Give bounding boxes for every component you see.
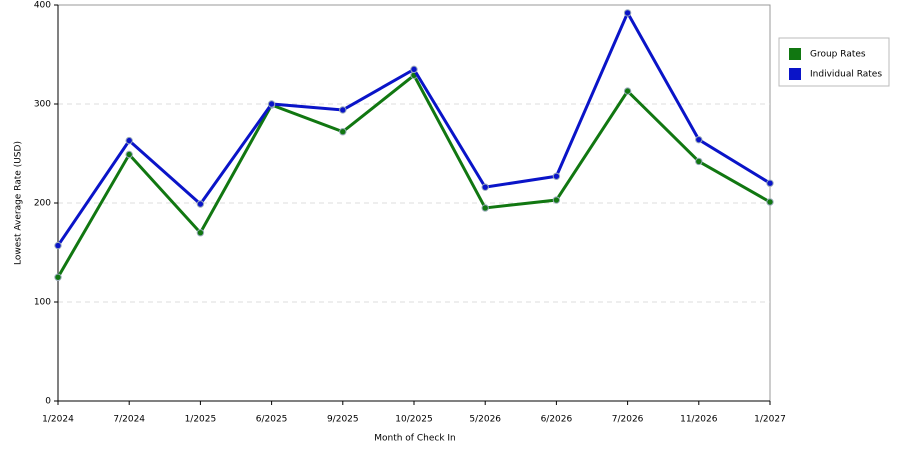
data-point xyxy=(125,136,133,145)
data-point xyxy=(267,100,276,108)
x-tick-label: 1/2024 xyxy=(42,415,74,425)
x-tick-label: 7/2024 xyxy=(113,415,145,425)
data-point xyxy=(552,172,561,180)
data-point xyxy=(410,65,418,74)
x-tick-label: 7/2026 xyxy=(612,415,644,425)
x-tick-label: 6/2026 xyxy=(541,415,573,425)
data-point xyxy=(695,135,703,144)
data-point xyxy=(766,198,774,206)
x-tick-label: 6/2025 xyxy=(256,415,288,425)
x-tick-label: 1/2027 xyxy=(754,415,786,425)
data-point xyxy=(125,150,133,159)
legend-label: Individual Rates xyxy=(810,70,882,80)
y-tick-label: 400 xyxy=(34,1,51,11)
data-point xyxy=(766,179,774,187)
data-point xyxy=(623,9,632,17)
y-axis-label: Lowest Average Rate (USD) xyxy=(14,141,24,265)
data-point xyxy=(623,87,632,95)
legend-swatch xyxy=(789,68,801,80)
data-point xyxy=(54,273,62,281)
data-point xyxy=(54,241,62,250)
legend-label: Group Rates xyxy=(810,50,866,60)
y-tick-label: 0 xyxy=(45,397,51,407)
x-tick-label: 1/2025 xyxy=(185,415,217,425)
series-line xyxy=(56,73,771,279)
legend-swatch xyxy=(789,48,801,60)
data-point xyxy=(196,229,205,237)
data-point xyxy=(339,128,347,136)
x-axis-label: Month of Check In xyxy=(374,434,456,444)
x-tick-label: 5/2026 xyxy=(469,415,501,425)
data-point xyxy=(196,200,205,208)
x-tick-label: 10/2025 xyxy=(395,415,432,425)
data-point xyxy=(552,196,561,204)
data-point xyxy=(481,183,489,191)
y-tick-label: 300 xyxy=(34,100,51,110)
y-tick-label: 200 xyxy=(34,199,51,209)
x-tick-label: 11/2026 xyxy=(680,415,718,425)
y-tick-label: 100 xyxy=(34,298,51,308)
data-point xyxy=(481,204,489,212)
data-point xyxy=(339,106,347,114)
data-point xyxy=(695,157,703,166)
x-tick-label: 9/2025 xyxy=(327,415,359,425)
series-line xyxy=(56,9,771,247)
